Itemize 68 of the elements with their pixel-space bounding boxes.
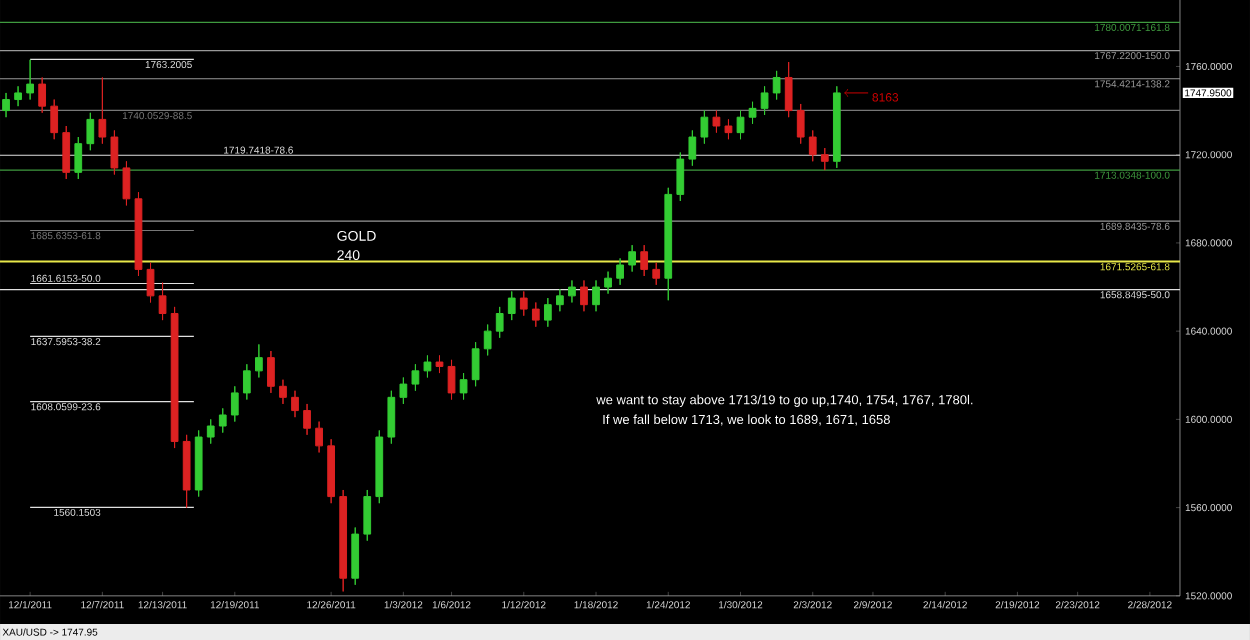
candlestick bbox=[303, 403, 311, 436]
candlestick bbox=[652, 262, 661, 286]
candlestick bbox=[2, 92, 10, 118]
candlestick bbox=[712, 110, 721, 134]
candlestick bbox=[808, 129, 817, 162]
candlestick bbox=[832, 85, 841, 169]
candlestick bbox=[327, 438, 335, 504]
candlestick bbox=[760, 85, 769, 116]
candlestick bbox=[206, 418, 215, 445]
candlestick bbox=[38, 76, 47, 114]
candlestick bbox=[724, 118, 733, 140]
candlestick bbox=[820, 147, 829, 171]
candlestick bbox=[447, 359, 456, 401]
candlestick bbox=[387, 390, 396, 445]
candlestick bbox=[194, 429, 203, 498]
candlestick bbox=[676, 151, 685, 202]
candlestick bbox=[459, 372, 468, 401]
candlestick bbox=[158, 282, 167, 321]
candlestick bbox=[688, 129, 697, 167]
candlestick bbox=[640, 244, 649, 277]
candlestick bbox=[543, 297, 552, 328]
candlestick bbox=[604, 271, 612, 295]
candlestick bbox=[519, 290, 528, 317]
candlestick bbox=[483, 324, 492, 356]
candlestick bbox=[772, 70, 781, 101]
candlestick bbox=[556, 288, 564, 312]
candlestick bbox=[531, 301, 540, 328]
candlestick bbox=[495, 306, 504, 339]
candlestick bbox=[14, 85, 22, 107]
candlestick bbox=[592, 279, 600, 312]
candlestick bbox=[616, 257, 624, 286]
candlestick bbox=[279, 379, 287, 405]
candlestick bbox=[110, 129, 119, 176]
candlestick bbox=[471, 341, 480, 387]
candlestick bbox=[182, 434, 191, 509]
candlestick bbox=[98, 76, 107, 145]
candlestick bbox=[423, 354, 432, 378]
candlestick bbox=[267, 350, 275, 394]
candlestick bbox=[339, 489, 348, 592]
candlestick bbox=[26, 59, 34, 101]
candlestick bbox=[62, 125, 71, 180]
candlestick bbox=[748, 101, 757, 125]
candlestick bbox=[351, 526, 360, 586]
candlestick bbox=[784, 61, 793, 118]
candlestick bbox=[363, 489, 372, 542]
candlestick bbox=[435, 354, 444, 374]
candlestick bbox=[399, 376, 408, 405]
candlestick bbox=[628, 244, 637, 273]
candlestick bbox=[50, 99, 59, 140]
candlestick bbox=[74, 136, 83, 180]
candlestick bbox=[230, 385, 239, 423]
candlestick bbox=[507, 290, 516, 321]
candlestick bbox=[411, 363, 420, 392]
candlestick bbox=[568, 279, 576, 303]
candlestick bbox=[736, 110, 745, 140]
candlestick bbox=[375, 429, 384, 504]
candlestick bbox=[242, 363, 251, 401]
candlestick bbox=[315, 421, 323, 453]
candlestick bbox=[796, 103, 805, 145]
candlestick bbox=[580, 279, 588, 312]
candlestick bbox=[170, 306, 179, 449]
candlestick bbox=[291, 390, 299, 418]
candlestick bbox=[700, 110, 709, 145]
candlestick bbox=[86, 112, 95, 151]
candlestick bbox=[218, 407, 227, 434]
candlestick bbox=[255, 343, 263, 378]
candlestick bbox=[122, 160, 131, 206]
candlestick bbox=[664, 187, 673, 301]
